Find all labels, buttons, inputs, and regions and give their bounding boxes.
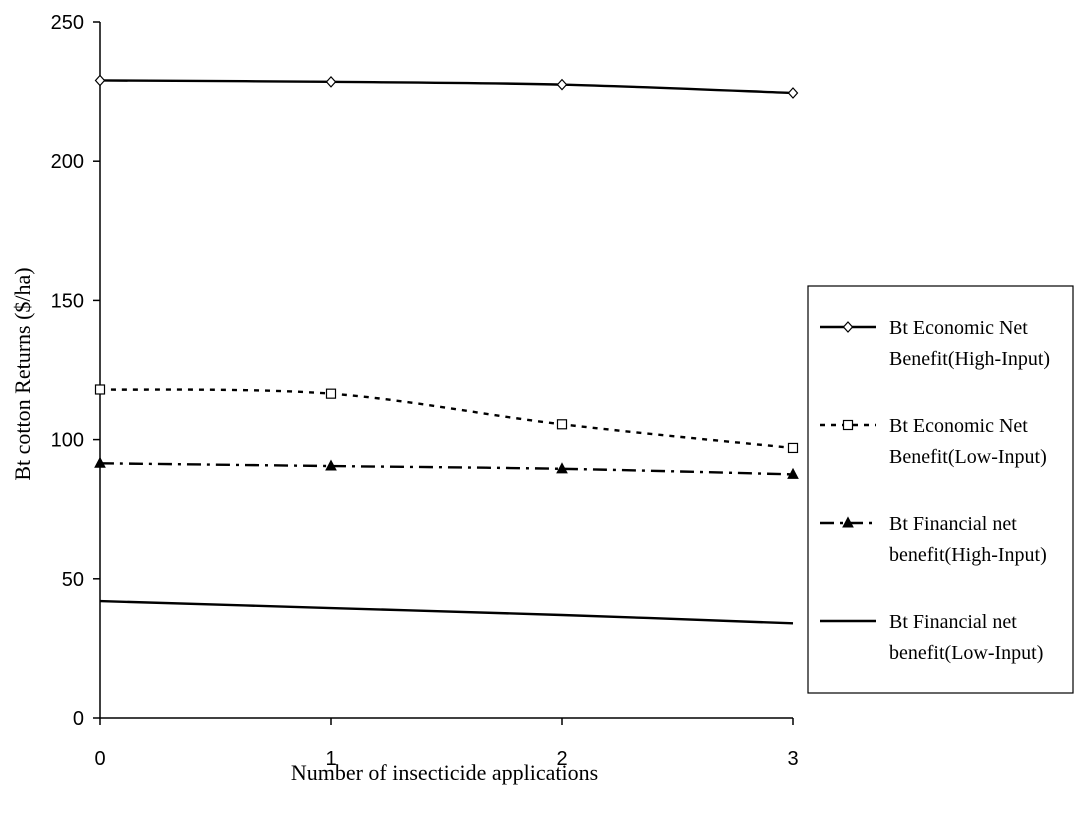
y-tick-label: 200 xyxy=(51,151,84,173)
series-3-point-0 xyxy=(94,456,106,468)
x-tick-label: 3 xyxy=(787,748,798,770)
series-1-point-3 xyxy=(787,87,799,99)
x-axis-title: Number of insecticide applications xyxy=(291,760,598,785)
series-2-point-3 xyxy=(787,442,799,454)
x-tick-label: 0 xyxy=(94,748,105,770)
legend-item-1: Bt Economic Net Benefit(High-Input) xyxy=(820,317,1050,370)
legend-marker-3 xyxy=(842,516,854,528)
legend-label-3: Bt Financial net xyxy=(889,513,1017,535)
series-1-point-0 xyxy=(94,74,106,87)
y-tick-label: 100 xyxy=(51,430,84,452)
series-2-point-1 xyxy=(325,388,337,399)
legend-label-4: benefit(Low-Input) xyxy=(889,642,1043,664)
series-1-point-2 xyxy=(556,78,568,91)
ticks: 0 50 100 150 200 250 0 1 2 3 xyxy=(51,12,799,770)
series-4-line xyxy=(99,599,794,625)
y-tick-label: 150 xyxy=(51,290,84,312)
legend-label-2: Bt Economic Net xyxy=(889,415,1028,437)
x-tick-label: 2 xyxy=(556,748,567,770)
legend-item-2: Bt Economic Net Benefit(Low-Input) xyxy=(820,415,1047,468)
legend-label-1: Benefit(High-Input) xyxy=(889,348,1050,370)
y-tick-label: 50 xyxy=(62,569,84,591)
legend-label-2: Benefit(Low-Input) xyxy=(889,446,1047,468)
series-3-point-3 xyxy=(787,467,799,479)
series-1-line xyxy=(99,79,794,95)
legend-label-1: Bt Economic Net xyxy=(889,317,1028,339)
legend-item-4: Bt Financial net benefit(Low-Input) xyxy=(820,611,1043,664)
series-2-line xyxy=(99,388,794,450)
legend-label-4: Bt Financial net xyxy=(889,611,1017,633)
y-tick-label: 250 xyxy=(51,12,84,34)
legend-marker-2 xyxy=(842,419,854,431)
series-1-point-1 xyxy=(325,75,337,88)
legend-box xyxy=(807,285,1074,694)
axes xyxy=(99,22,793,719)
legend-label-3: benefit(High-Input) xyxy=(889,544,1047,566)
series-3-point-1 xyxy=(325,459,337,471)
y-axis-title: Bt cotton Returns ($/ha) xyxy=(10,267,35,480)
series-2-point-2 xyxy=(556,419,568,430)
series-3-line xyxy=(99,462,794,476)
series-3 xyxy=(94,456,799,479)
legend-item-3: Bt Financial net benefit(High-Input) xyxy=(820,513,1047,566)
x-tick-label: 1 xyxy=(325,748,336,770)
series-3-point-2 xyxy=(556,462,568,474)
y-tick-label: 0 xyxy=(73,708,84,730)
series-2-point-0 xyxy=(94,384,106,395)
legend-marker-1 xyxy=(842,321,854,333)
series-4 xyxy=(99,599,794,625)
series-2 xyxy=(94,384,799,454)
series-1 xyxy=(94,74,799,99)
series-layer xyxy=(94,74,799,625)
